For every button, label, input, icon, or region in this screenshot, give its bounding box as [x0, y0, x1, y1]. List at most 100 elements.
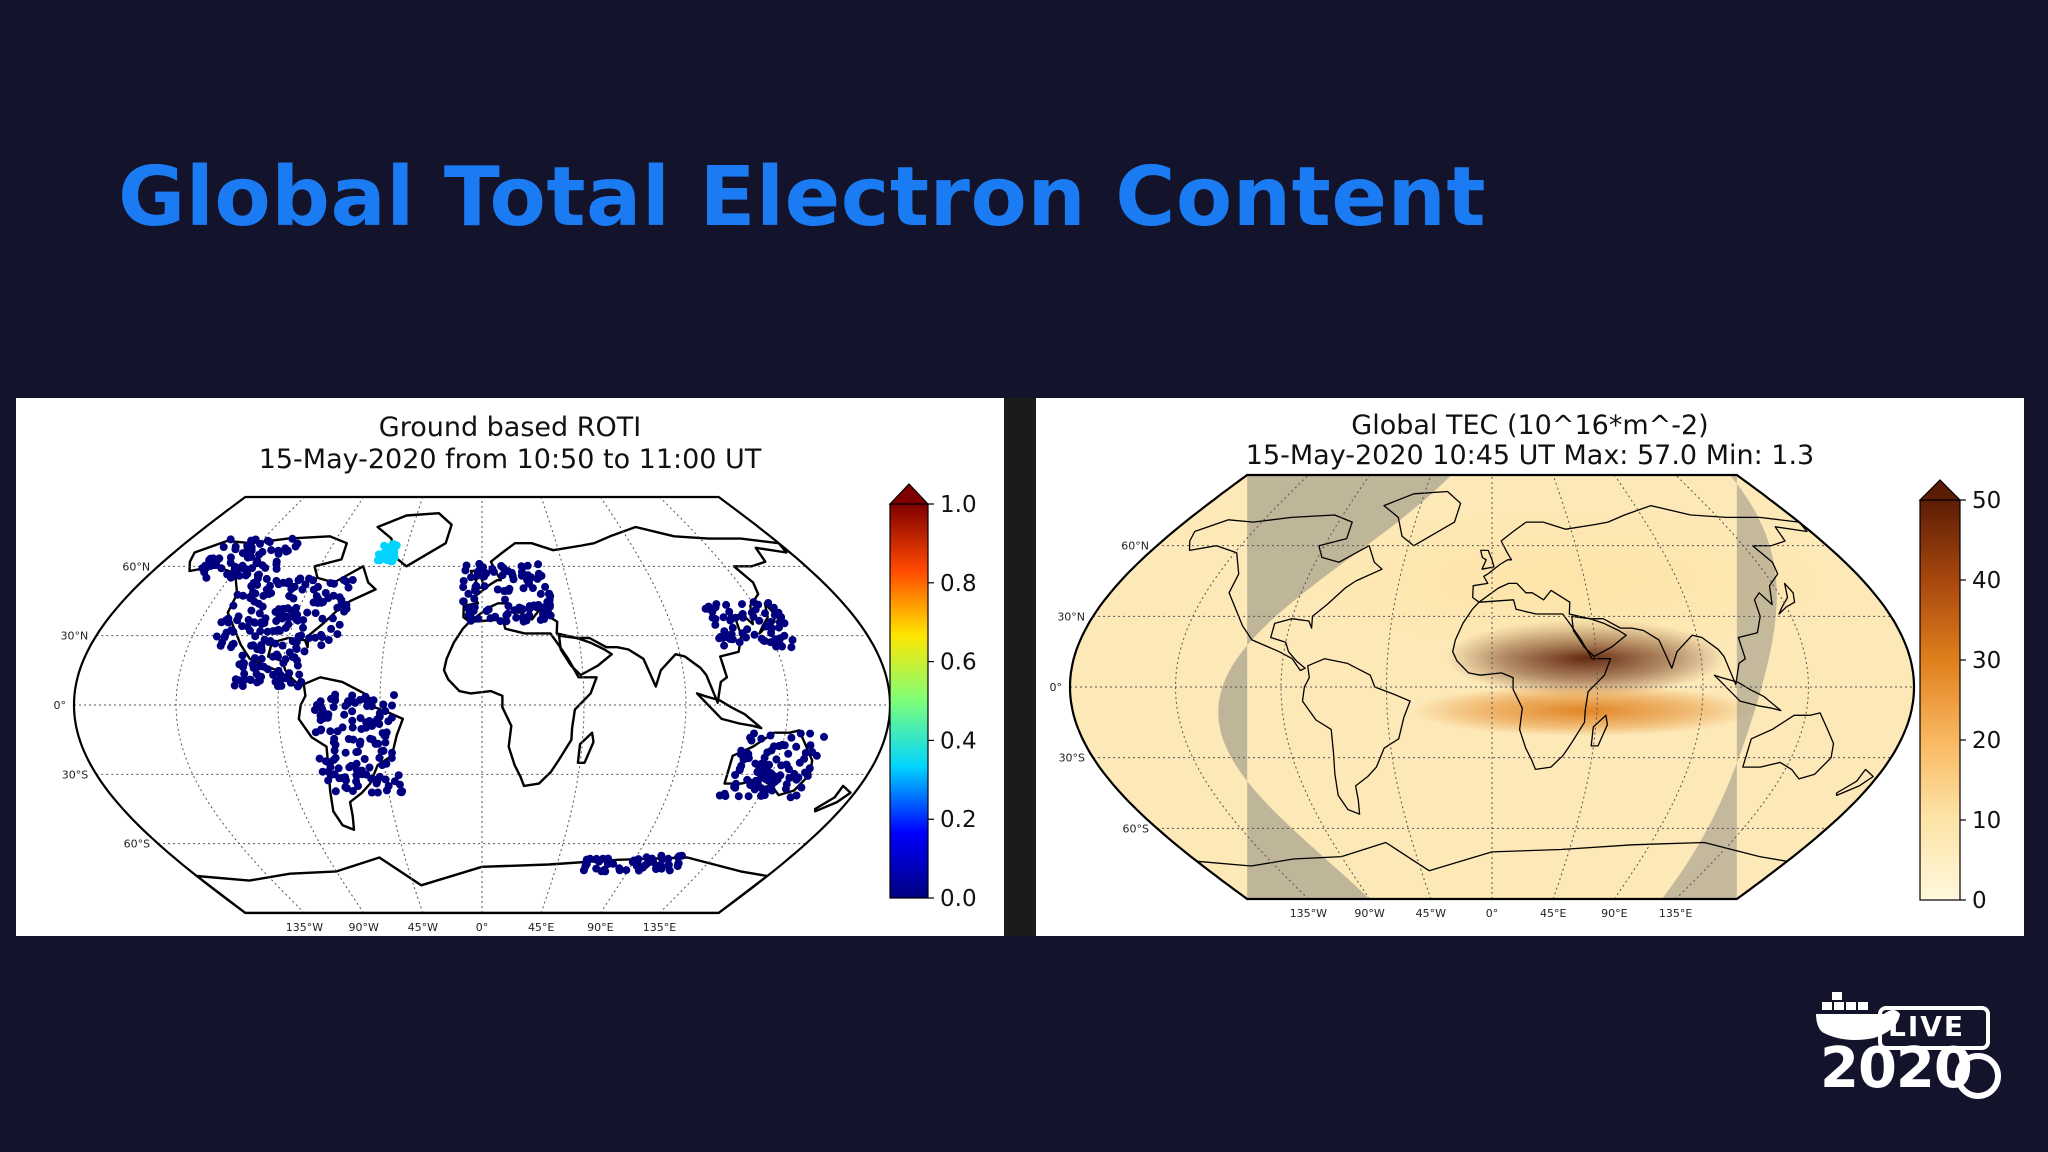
roti-station-dot [311, 728, 320, 737]
roti-station-dot [390, 691, 398, 700]
lat-label: 60°S [1122, 822, 1148, 835]
roti-station-dot [388, 540, 397, 549]
roti-station-dot [390, 777, 399, 786]
roti-station-dot [742, 748, 751, 757]
roti-station-dot [738, 600, 746, 609]
roti-station-dot [315, 754, 324, 763]
roti-station-dot [348, 723, 357, 732]
roti-station-dot [220, 633, 229, 642]
roti-station-dot [750, 630, 759, 639]
roti-station-dot [301, 580, 310, 589]
roti-station-dot [519, 617, 528, 626]
roti-station-dot [486, 614, 495, 623]
roti-station-dot [762, 622, 771, 631]
roti-station-dot [381, 738, 390, 747]
roti-station-dot [311, 609, 320, 618]
roti-station-dot [482, 569, 491, 578]
roti-station-dot [394, 771, 403, 780]
roti-station-dot [233, 616, 242, 625]
roti-station-dot [746, 733, 755, 742]
roti-station-dot [331, 787, 340, 796]
roti-station-dot [348, 576, 357, 584]
roti-station-dot [316, 697, 325, 706]
roti-station-dot [278, 641, 287, 650]
roti-station-dot [362, 695, 370, 704]
roti-station-dot [534, 560, 543, 569]
roti-station-dot [534, 601, 543, 609]
roti-station-dot [504, 602, 513, 610]
roti-station-dot [525, 611, 534, 620]
roti-station-dot [725, 607, 734, 616]
roti-title: Ground based ROTI [378, 412, 642, 443]
roti-station-dot [459, 577, 468, 585]
roti-station-dot [335, 620, 344, 629]
roti-station-dot [517, 562, 526, 571]
roti-station-dot [459, 583, 468, 592]
roti-station-dot [524, 577, 533, 586]
roti-station-dot [482, 607, 491, 615]
roti-station-dot [675, 852, 684, 861]
roti-station-dot [342, 784, 351, 793]
roti-station-dot [373, 788, 382, 797]
roti-colorbar-extend-arrow [888, 483, 930, 505]
roti-station-dot [342, 601, 351, 609]
roti-station-dot [720, 789, 729, 798]
lon-label: 90°W [1354, 907, 1384, 920]
roti-station-dot [476, 561, 485, 570]
roti-station-dot [226, 558, 235, 567]
roti-station-dot [757, 784, 766, 793]
colorbar-tick-label: 10 [1972, 808, 2001, 834]
roti-station-dot [496, 617, 505, 626]
roti-station-dot [238, 682, 247, 690]
roti-station-dot [820, 732, 828, 741]
continent-south-america [1301, 658, 1411, 815]
continent-indonesia [695, 692, 763, 730]
roti-station-dot [792, 791, 801, 800]
roti-station-dot [738, 629, 747, 638]
roti-station-dot [701, 604, 710, 613]
roti-station-dot [470, 594, 479, 603]
roti-station-dot [253, 556, 262, 565]
roti-station-dot [501, 595, 509, 604]
roti-station-dot [255, 609, 264, 618]
roti-station-dot [759, 636, 768, 645]
roti-station-dot [338, 774, 346, 782]
map-outline [1068, 473, 1916, 901]
roti-station-dot [461, 566, 470, 575]
roti-station-dot [324, 636, 333, 644]
roti-station-dot [806, 729, 815, 738]
roti-station-dot [767, 629, 776, 637]
roti-station-dot [348, 787, 357, 795]
roti-station-dot [246, 676, 255, 684]
roti-station-dot [398, 787, 407, 796]
continent-australia [1742, 712, 1835, 780]
lat-label: 60°N [122, 560, 150, 573]
roti-station-dot [601, 867, 610, 876]
roti-station-dot [776, 640, 785, 649]
roti-station-dot [382, 759, 391, 768]
roti-station-dot [247, 606, 256, 615]
slide-title: Global Total Electron Content [118, 150, 1487, 245]
roti-station-dot [223, 570, 232, 579]
roti-station-dot [769, 603, 778, 612]
lon-label: 135°W [1290, 907, 1327, 920]
roti-station-dot [545, 589, 554, 598]
roti-station-dot [279, 604, 288, 613]
roti-station-dot [654, 863, 662, 872]
roti-station-dot [263, 627, 272, 636]
tec-subtitle: 15-May-2020 10:45 UT Max: 57.0 Min: 1.3 [1245, 440, 1815, 471]
continent-arabia [557, 634, 613, 677]
roti-station-dot [352, 759, 361, 768]
lon-label: 45°W [1416, 907, 1446, 920]
roti-station-dot [296, 574, 305, 583]
roti-station-dot [352, 766, 361, 774]
roti-station-dot [734, 792, 743, 801]
roti-station-dot [711, 620, 720, 629]
lon-label: 135°E [1659, 907, 1692, 920]
roti-station-dot [747, 778, 756, 787]
roti-station-dot [508, 571, 517, 580]
roti-station-dot [664, 854, 673, 863]
colorbar-tick-label: 0.6 [940, 650, 977, 676]
map-background [74, 497, 890, 913]
roti-station-dot [382, 786, 391, 795]
